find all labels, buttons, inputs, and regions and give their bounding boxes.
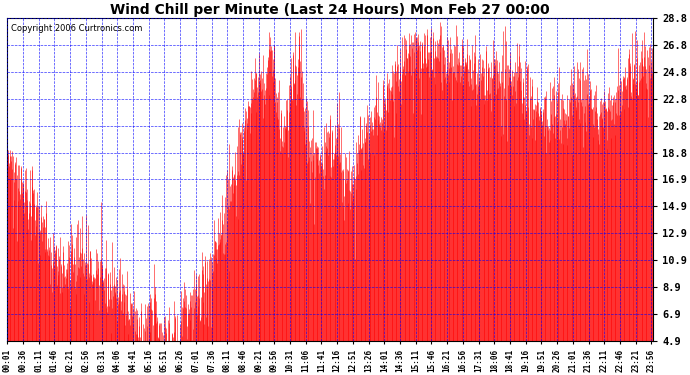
Text: Copyright 2006 Curtronics.com: Copyright 2006 Curtronics.com [10, 24, 142, 33]
Title: Wind Chill per Minute (Last 24 Hours) Mon Feb 27 00:00: Wind Chill per Minute (Last 24 Hours) Mo… [110, 3, 550, 17]
